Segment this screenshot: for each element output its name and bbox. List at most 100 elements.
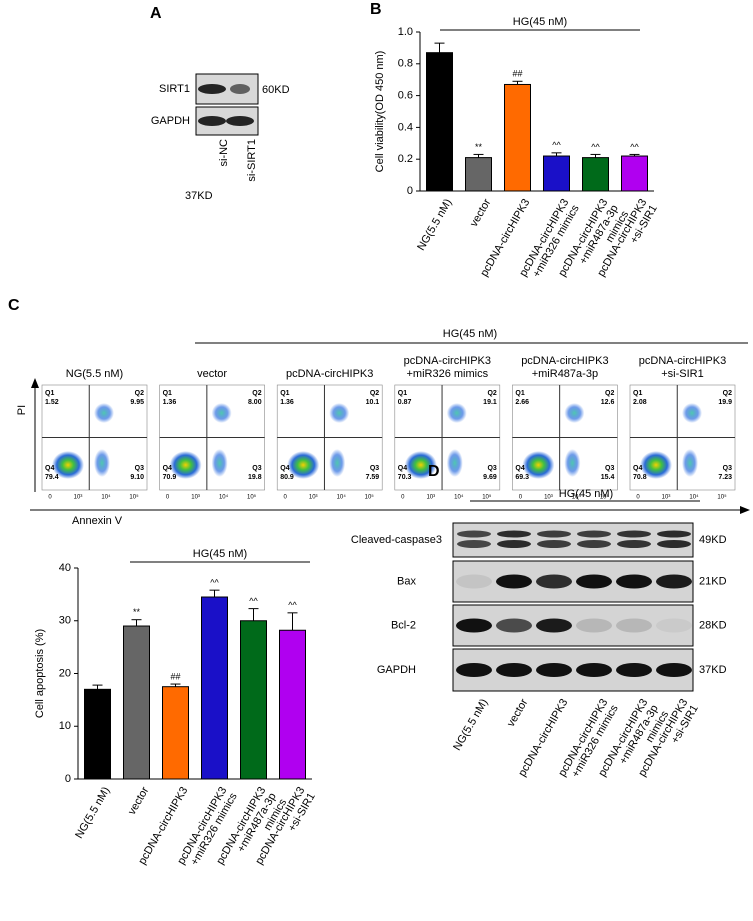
plot-title: pcDNA-circHIPK3 — [285, 368, 374, 380]
bar-annotation: ^^ — [591, 142, 600, 152]
bar-annotation: ** — [475, 142, 483, 152]
blot-band — [457, 540, 491, 548]
y-axis-label: Cell apoptosis (%) — [34, 629, 46, 718]
bar-annotation: ^^ — [630, 142, 639, 152]
blot-size: 60KD — [262, 84, 290, 96]
quadrant-value: 8.00 — [248, 399, 262, 406]
blot-band — [497, 530, 531, 538]
quadrant-name: Q4 — [633, 465, 642, 472]
blot-strip — [452, 522, 694, 558]
flow-tick-label: 0 — [519, 495, 523, 501]
quadrant-name: Q3 — [605, 465, 614, 472]
bar — [621, 155, 648, 192]
bar — [426, 52, 453, 192]
group-label: HG(45 nM) — [193, 548, 247, 560]
blot-strip — [452, 648, 694, 692]
blot-band — [657, 540, 691, 548]
cell-cluster — [564, 403, 585, 423]
bar — [543, 155, 570, 192]
cell-cluster — [52, 451, 84, 479]
quadrant-value: 9.69 — [483, 474, 497, 481]
flow-tick-label: 10⁴ — [572, 494, 582, 501]
blot-size: 49KD — [699, 534, 727, 546]
y-tick-label: 0.4 — [398, 121, 413, 133]
flow-tick-label: 10⁵ — [482, 494, 492, 501]
cell-cluster — [287, 451, 320, 479]
cell-cluster — [211, 449, 228, 477]
blot-band — [616, 663, 652, 677]
panel-label: A — [150, 5, 162, 22]
quadrant-value: 19.9 — [718, 399, 732, 406]
blot-row-label: Bcl-2 — [391, 619, 416, 631]
quadrant-name: Q2 — [252, 390, 261, 397]
blot-band — [657, 530, 691, 538]
bar — [123, 625, 150, 780]
quadrant-name: Q1 — [45, 390, 54, 397]
blot-note: 37KD — [185, 190, 213, 202]
flow-tick-label: 10³ — [74, 495, 83, 501]
blot-size: 21KD — [699, 575, 727, 587]
blot-band — [198, 84, 226, 94]
flow-tick-label: 0 — [284, 495, 288, 501]
quadrant-name: Q2 — [370, 390, 379, 397]
quadrant-name: Q4 — [163, 465, 172, 472]
quadrant-value: 19.1 — [483, 399, 497, 406]
flow-tick-label: 10⁴ — [337, 494, 347, 501]
quadrant-value: 7.59 — [366, 474, 380, 481]
y-tick-label: 1.0 — [398, 26, 413, 38]
panel-label: B — [370, 1, 382, 18]
blot-band — [496, 574, 532, 589]
flow-tick-label: 10³ — [426, 495, 435, 501]
quadrant-value: 1.52 — [45, 399, 59, 406]
blot-band — [656, 663, 692, 677]
flow-tick-label: 10⁴ — [454, 494, 464, 501]
flow-tick-label: 0 — [636, 495, 640, 501]
blot-size: 28KD — [699, 619, 727, 631]
quadrant-name: Q3 — [252, 465, 261, 472]
quadrant-value: 1.36 — [280, 399, 294, 406]
blot-band — [456, 618, 492, 633]
quadrant-value: 2.66 — [515, 399, 529, 406]
blot-band — [617, 530, 651, 538]
plot-title: vector — [197, 368, 228, 380]
cell-cluster — [169, 451, 202, 479]
plot-title: NG(5.5 nM) — [65, 368, 124, 380]
arrow-head — [31, 378, 39, 388]
flow-tick-label: 10³ — [191, 495, 200, 501]
blot-row-label: SIRT1 — [159, 83, 190, 95]
bar — [279, 629, 306, 780]
blot-row-label: GAPDH — [377, 664, 416, 676]
flow-y-label: PI — [16, 405, 28, 415]
quadrant-value: 70.3 — [398, 474, 412, 481]
blot-band — [536, 663, 572, 677]
bar-annotation: ## — [170, 671, 180, 681]
cell-cluster — [211, 403, 232, 423]
bar — [240, 620, 267, 780]
blot-band — [496, 618, 532, 633]
cell-cluster — [682, 403, 702, 423]
cell-cluster — [640, 451, 672, 479]
group-label: HG(45 nM) — [559, 488, 613, 500]
y-axis-label: Cell viability(OD 450 nm) — [374, 51, 386, 173]
quadrant-value: 79.4 — [45, 474, 59, 481]
flow-tick-label: 10⁴ — [689, 494, 699, 501]
quadrant-name: Q1 — [633, 390, 642, 397]
cell-cluster — [446, 403, 467, 423]
y-tick-label: 0 — [407, 185, 413, 197]
bar-annotation: ** — [133, 607, 141, 617]
quadrant-value: 9.10 — [130, 474, 144, 481]
plot-title: pcDNA-circHIPK3 +miR326 mimics — [403, 355, 491, 380]
flow-tick-label: 0 — [166, 495, 170, 501]
cell-cluster — [94, 449, 110, 477]
quadrant-value: 69.3 — [515, 474, 529, 481]
y-tick-label: 30 — [59, 615, 71, 627]
quadrant-name: Q1 — [398, 390, 407, 397]
blot-band — [497, 540, 531, 548]
y-tick-label: 0.6 — [398, 90, 413, 102]
quadrant-value: 70.9 — [163, 474, 177, 481]
flow-tick-label: 0 — [401, 495, 405, 501]
quadrant-name: Q2 — [605, 390, 614, 397]
cell-cluster — [564, 449, 581, 477]
group-label: HG(45 nM) — [513, 16, 567, 28]
blot-band — [617, 540, 651, 548]
